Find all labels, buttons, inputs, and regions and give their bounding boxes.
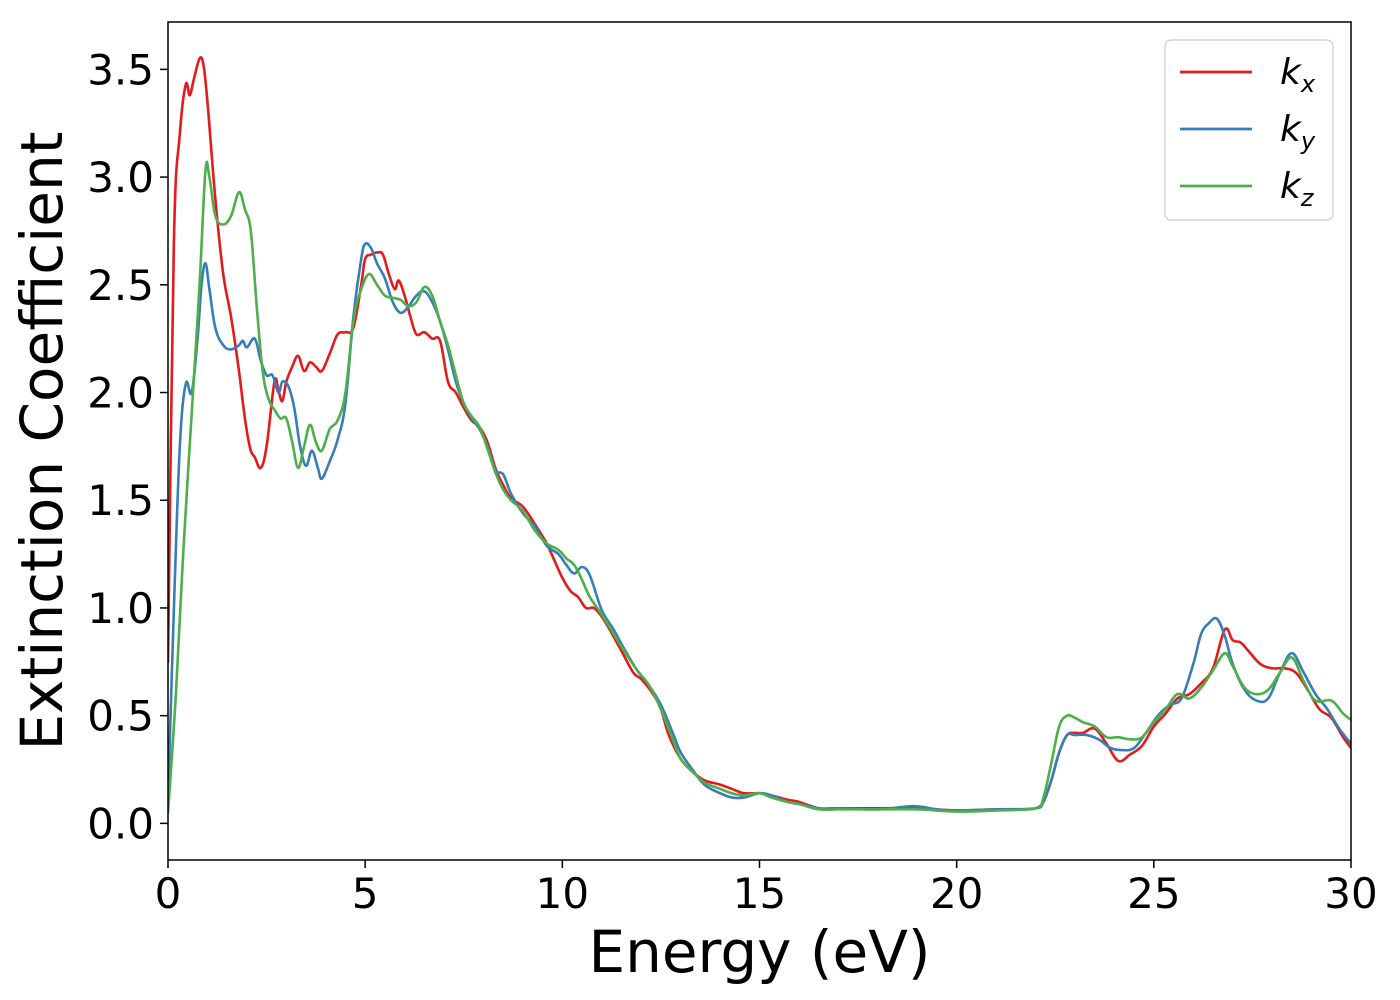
y-tick-label: 2.5 (87, 261, 154, 310)
x-tick-label: 20 (930, 869, 983, 918)
y-axis: 0.0 0.5 1.0 1.5 2.0 2.5 3.0 3.5 (87, 45, 168, 848)
y-tick-label: 0.5 (87, 692, 154, 741)
y-tick-label: 1.0 (87, 584, 154, 633)
x-tick-label: 10 (536, 869, 589, 918)
x-axis-label: Energy (eV) (588, 918, 930, 986)
legend-label: kx (1280, 52, 1316, 98)
x-axis: 0 5 10 15 20 25 30 (155, 860, 1378, 918)
x-tick-label: 30 (1324, 869, 1377, 918)
x-tick-label: 0 (155, 869, 182, 918)
legend-item-ky: ky (1180, 109, 1316, 155)
series-line-kx (168, 56, 1351, 812)
y-tick-label: 3.5 (87, 45, 154, 94)
x-tick-label: 25 (1127, 869, 1180, 918)
x-tick-label: 5 (352, 869, 379, 918)
y-tick-label: 0.0 (87, 799, 154, 848)
y-axis-label: Extinction Coefficient (8, 132, 76, 751)
x-tick-label: 15 (733, 869, 786, 918)
series-line-ky (168, 241, 1351, 812)
legend-label: ky (1280, 109, 1316, 155)
series-layer (168, 56, 1351, 814)
y-tick-label: 1.5 (87, 476, 154, 525)
y-tick-label: 3.0 (87, 153, 154, 202)
y-tick-label: 2.0 (87, 369, 154, 418)
legend: kx ky kz (1164, 39, 1334, 221)
series-line-kz (168, 160, 1351, 814)
legend-item-kx: kx (1180, 52, 1316, 98)
legend-label: kz (1280, 166, 1315, 212)
legend-item-kz: kz (1180, 166, 1315, 212)
